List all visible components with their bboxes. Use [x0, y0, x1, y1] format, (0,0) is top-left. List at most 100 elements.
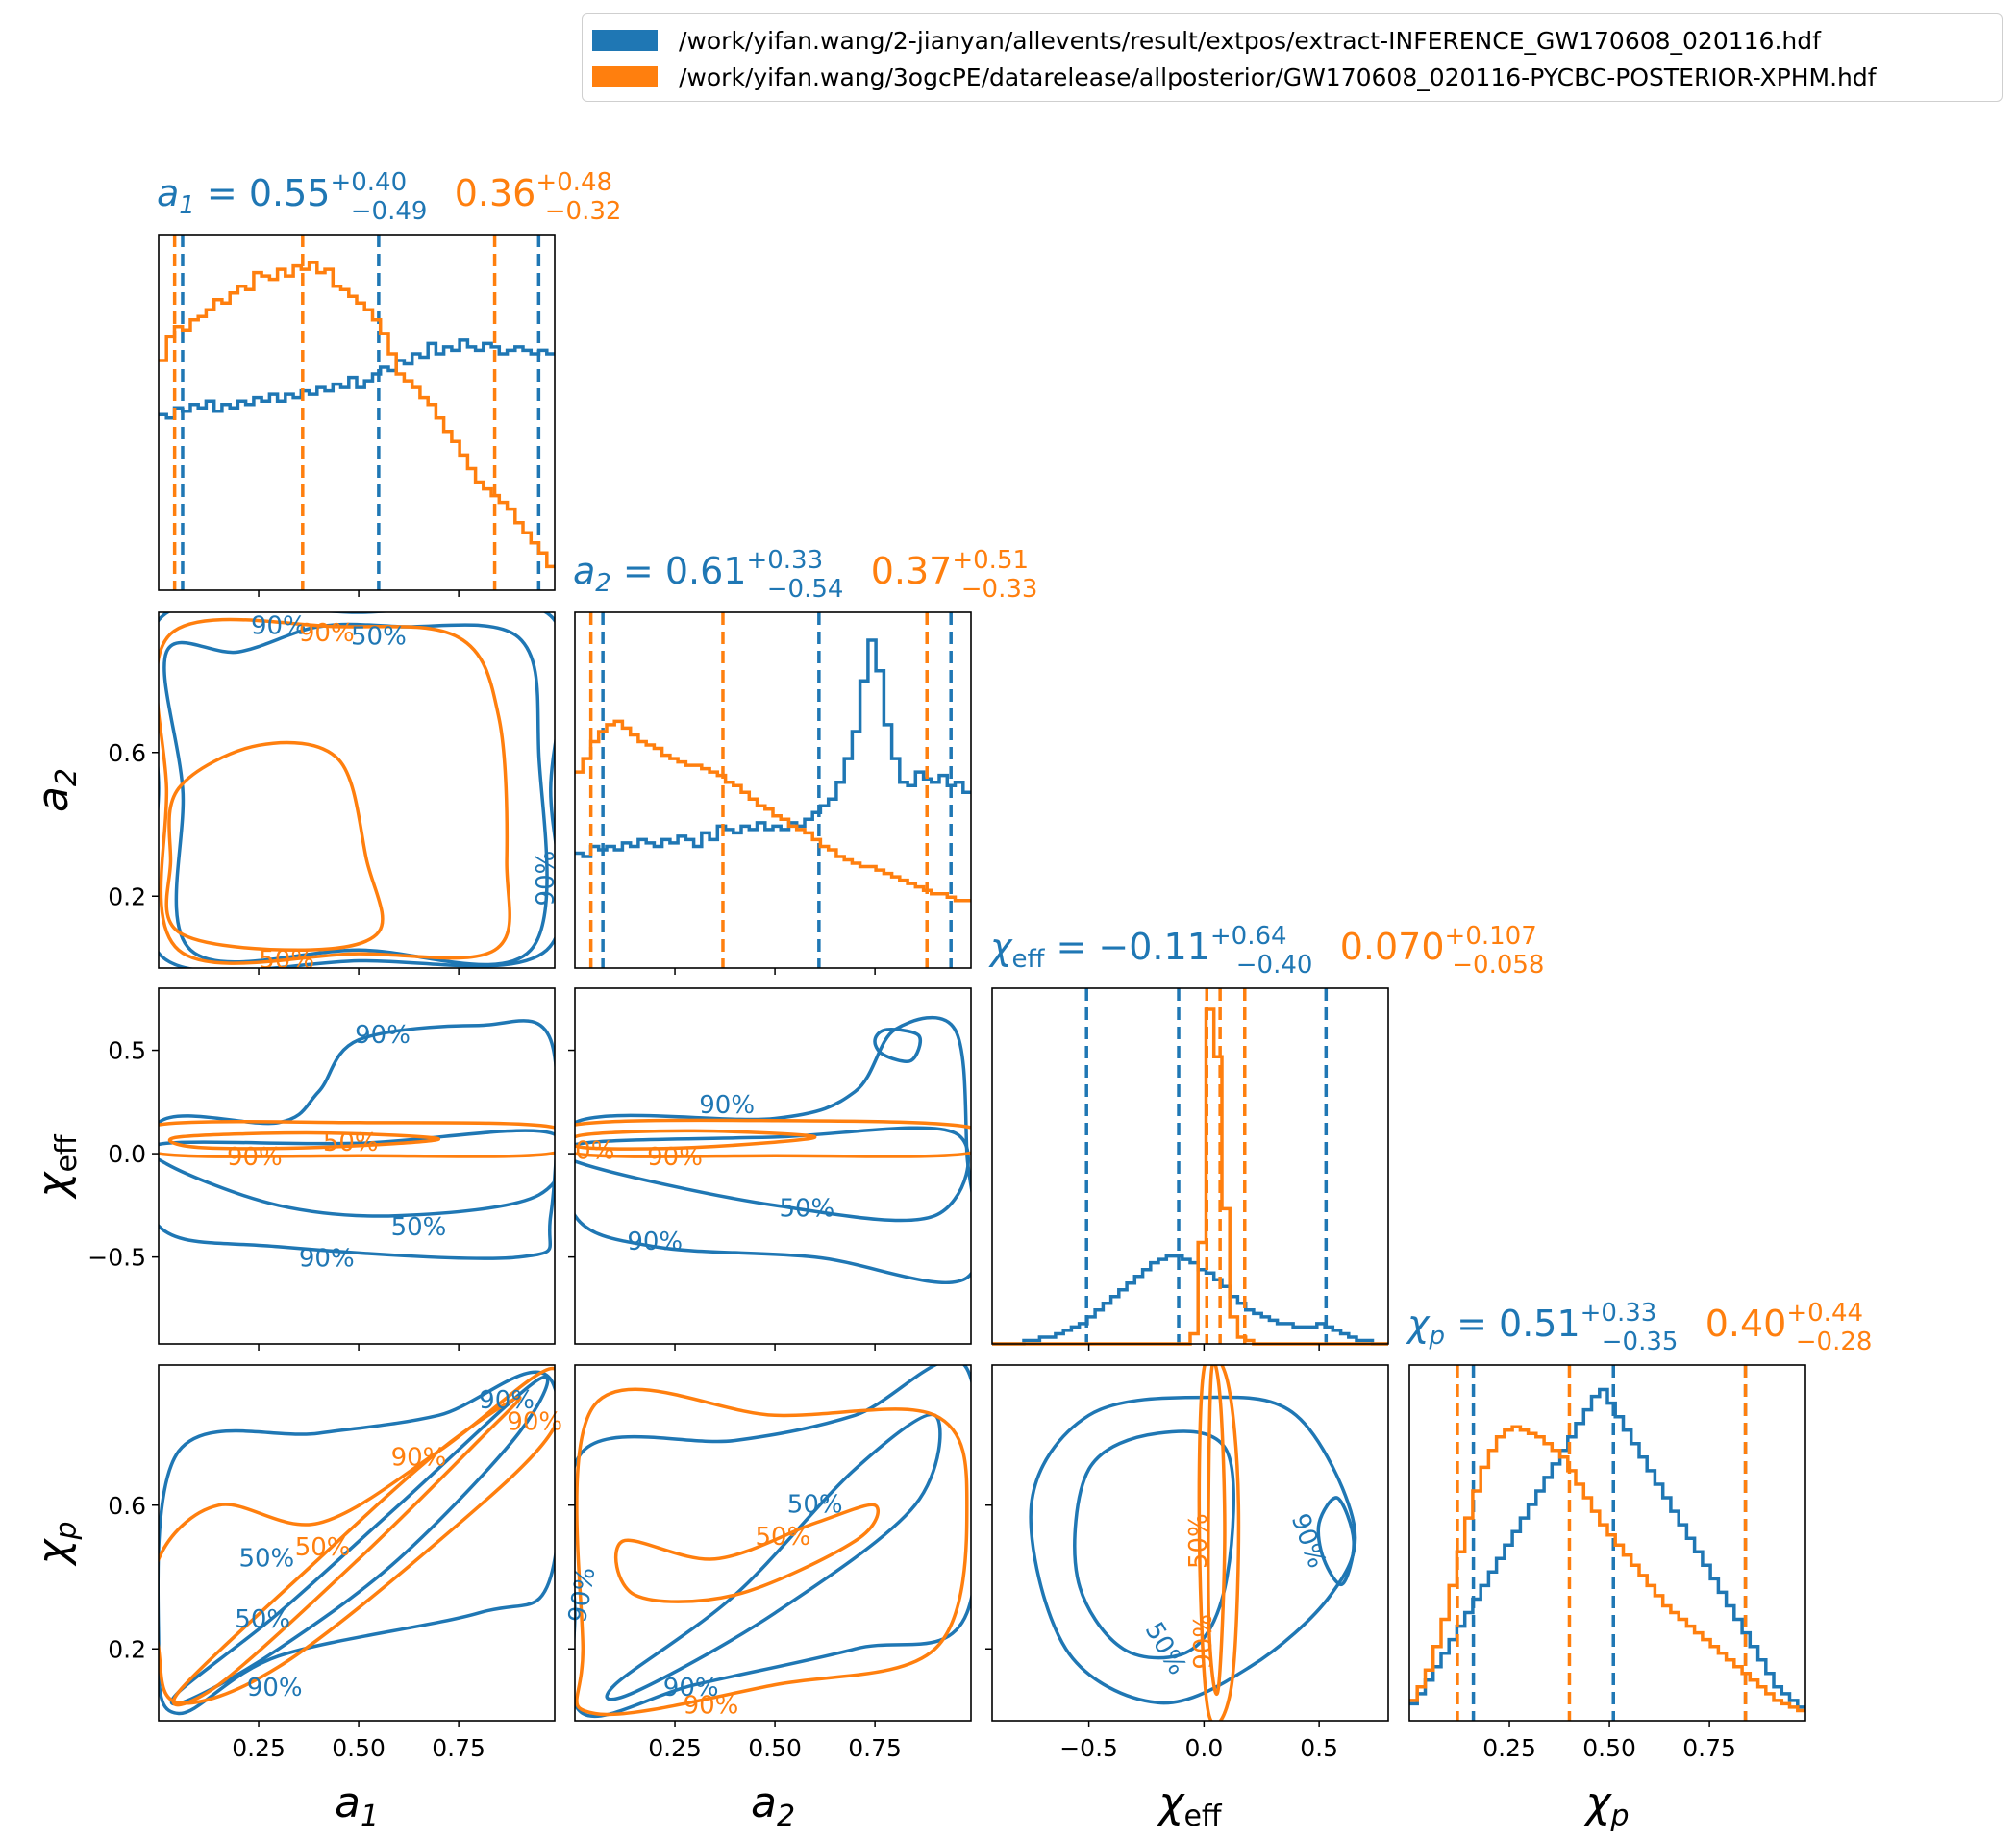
x-axis-label-chi_p: χp — [1583, 1778, 1629, 1833]
contour-label-16: 90% — [391, 1444, 447, 1473]
x-axis-label-chi_eff: χeff — [1157, 1778, 1223, 1833]
x-tick-label-a2-1: 0.50 — [748, 1734, 802, 1762]
panel-frame-3-3 — [1408, 1364, 1806, 1722]
y-tick-label-chi_p-0: 0.2 — [108, 1635, 146, 1663]
contour-label-20: 50% — [235, 1605, 290, 1634]
summary-title-chi_p: χp = 0.51+0.33 −0.35 0.40+0.44 −0.28 — [1406, 1299, 1872, 1356]
contour-chi_p-vs-a2-blue-50pct — [605, 1412, 942, 1701]
panel-frame-0-0 — [158, 234, 556, 591]
contour-label-28: 90% — [1285, 1510, 1332, 1573]
contour-label-22: 50% — [787, 1490, 843, 1519]
contour-label-3: 50% — [259, 946, 314, 975]
legend: /work/yifan.wang/2-jianyan/allevents/res… — [582, 13, 2003, 102]
x-tick-label-a1-1: 0.50 — [332, 1734, 386, 1762]
x-tick-label-chi_p-2: 0.75 — [1682, 1734, 1736, 1762]
y-tick-label-chi_eff-1: 0.0 — [108, 1140, 146, 1168]
x-tick-label-chi_eff-0: −0.5 — [1059, 1734, 1118, 1762]
contour-label-9: 90% — [299, 1244, 355, 1273]
hist-chi_eff-blue — [992, 1254, 1388, 1346]
x-tick-label-chi_eff-1: 0.0 — [1184, 1734, 1223, 1762]
panel-frame-2-2 — [991, 987, 1389, 1345]
contour-label-25: 90% — [684, 1692, 739, 1721]
contour-label-2: 50% — [351, 623, 407, 652]
legend-swatch-orange — [592, 66, 658, 87]
legend-entry-blue: /work/yifan.wang/2-jianyan/allevents/res… — [592, 24, 1821, 57]
contour-chi_p-vs-chi_eff-blue-90pct — [1316, 1496, 1356, 1586]
panel-frame-3-2 — [991, 1364, 1389, 1722]
legend-entry-orange: /work/yifan.wang/3ogcPE/datarelease/allp… — [592, 61, 1877, 93]
hist-a1-orange — [159, 261, 555, 569]
y-tick-label-a2-1: 0.6 — [108, 739, 146, 767]
hist-a2-orange — [575, 719, 971, 903]
contour-chi_p-vs-a1-blue-50pct — [169, 1375, 550, 1706]
contour-label-4: 90% — [532, 851, 560, 907]
y-axis-label-chi_p: χp — [29, 1521, 84, 1566]
contour-chi_p-vs-chi_eff-blue-50pct — [1073, 1429, 1235, 1660]
contour-chi_p-vs-chi_eff-orange-50pct — [1207, 1365, 1227, 1696]
contour-label-30: 90% — [1189, 1614, 1218, 1670]
panel-hist-chi_p — [1409, 1365, 1805, 1721]
contour-label-29: 50% — [1139, 1617, 1192, 1679]
contour-label-19: 50% — [295, 1533, 351, 1562]
x-tick-label-a2-2: 0.75 — [848, 1734, 902, 1762]
contour-label-7: 50% — [323, 1129, 379, 1157]
contour-chi_eff-vs-a1-orange-90pct — [159, 1120, 555, 1158]
contour-chi_eff-vs-a1-blue-90pct — [159, 1019, 555, 1260]
contour-chi_eff-vs-a2-blue-50pct — [575, 1126, 970, 1223]
contour-label-17: 90% — [507, 1407, 562, 1436]
legend-label-blue: /work/yifan.wang/2-jianyan/allevents/res… — [679, 26, 1821, 55]
contour-label-11: 90% — [647, 1143, 703, 1172]
y-tick-label-a2-0: 0.2 — [108, 882, 146, 910]
y-axis-label-chi_eff: χeff — [29, 1133, 84, 1200]
panel-frame-2-1 — [574, 987, 972, 1345]
contour-chi_p-vs-a2-blue-90pct — [575, 1365, 971, 1719]
x-tick-label-a1-0: 0.25 — [232, 1734, 286, 1762]
x-tick-label-chi_p-0: 0.25 — [1482, 1734, 1536, 1762]
hist-chi_eff-orange — [992, 1007, 1388, 1346]
panel-frame-3-1 — [574, 1364, 972, 1722]
contour-label-26: 90% — [563, 1565, 602, 1625]
contour-chi_eff-vs-a1-blue-50pct — [159, 1129, 555, 1218]
contour-chi_eff-vs-a2-blue-50pct — [873, 1028, 922, 1063]
x-tick-label-a2-0: 0.25 — [648, 1734, 702, 1762]
contour-label-13: 50% — [779, 1195, 834, 1224]
contour-label-23: 50% — [756, 1523, 811, 1552]
contour-chi_p-vs-a2-orange-90pct — [575, 1387, 969, 1717]
legend-label-orange: /work/yifan.wang/3ogcPE/datarelease/allp… — [679, 62, 1877, 91]
panel-hist-a1 — [159, 235, 555, 590]
contour-label-18: 50% — [238, 1544, 294, 1573]
panel-hist-chi_eff — [992, 988, 1388, 1346]
contour-label-6: 90% — [227, 1143, 283, 1172]
contour-label-15: 90% — [479, 1386, 535, 1415]
contour-chi_p-vs-a1-orange-90pct — [159, 1366, 555, 1705]
hist-chi_p-orange — [1409, 1425, 1805, 1713]
contour-label-5: 90% — [355, 1021, 411, 1050]
y-tick-label-chi_eff-0: −0.5 — [87, 1244, 146, 1272]
x-tick-label-chi_p-1: 0.50 — [1582, 1734, 1636, 1762]
contour-label-24: 90% — [663, 1674, 719, 1702]
contour-label-14: 90% — [627, 1228, 683, 1256]
y-tick-label-chi_p-1: 0.6 — [108, 1492, 146, 1520]
summary-title-a1: a1 = 0.55+0.40 −0.49 0.36+0.48 −0.32 — [157, 168, 621, 226]
contour-chi_p-vs-a1-blue-90pct — [159, 1370, 555, 1716]
panel-frame-2-0 — [158, 987, 556, 1345]
contour-label-10: 90% — [699, 1091, 755, 1120]
contour-label-0: 90% — [251, 611, 307, 640]
x-axis-label-a1: a1 — [335, 1778, 379, 1833]
hist-a2-blue — [575, 638, 971, 858]
summary-title-chi_eff: χeff = −0.11+0.64 −0.40 0.070+0.107 −0.058 — [988, 922, 1544, 980]
summary-title-a2: a2 = 0.61+0.33 −0.54 0.37+0.51 −0.33 — [573, 546, 1037, 604]
contour-label-8: 50% — [391, 1213, 447, 1242]
contour-label-12: 0% — [575, 1136, 614, 1165]
contour-chi_p-vs-chi_eff-orange-90pct — [1197, 1365, 1241, 1721]
hist-a1-blue — [159, 338, 555, 420]
y-axis-label-a2: a2 — [29, 768, 84, 812]
legend-swatch-blue — [592, 30, 658, 51]
contour-chi_p-vs-a1-orange-50pct — [171, 1395, 522, 1707]
panel-frame-3-0 — [158, 1364, 556, 1722]
panel-frame-1-1 — [574, 611, 972, 969]
contour-a2-vs-a1-orange-50pct — [164, 740, 385, 953]
panel-hist-a2 — [575, 612, 971, 968]
contour-a2-vs-a1-blue-90pct — [159, 612, 555, 968]
